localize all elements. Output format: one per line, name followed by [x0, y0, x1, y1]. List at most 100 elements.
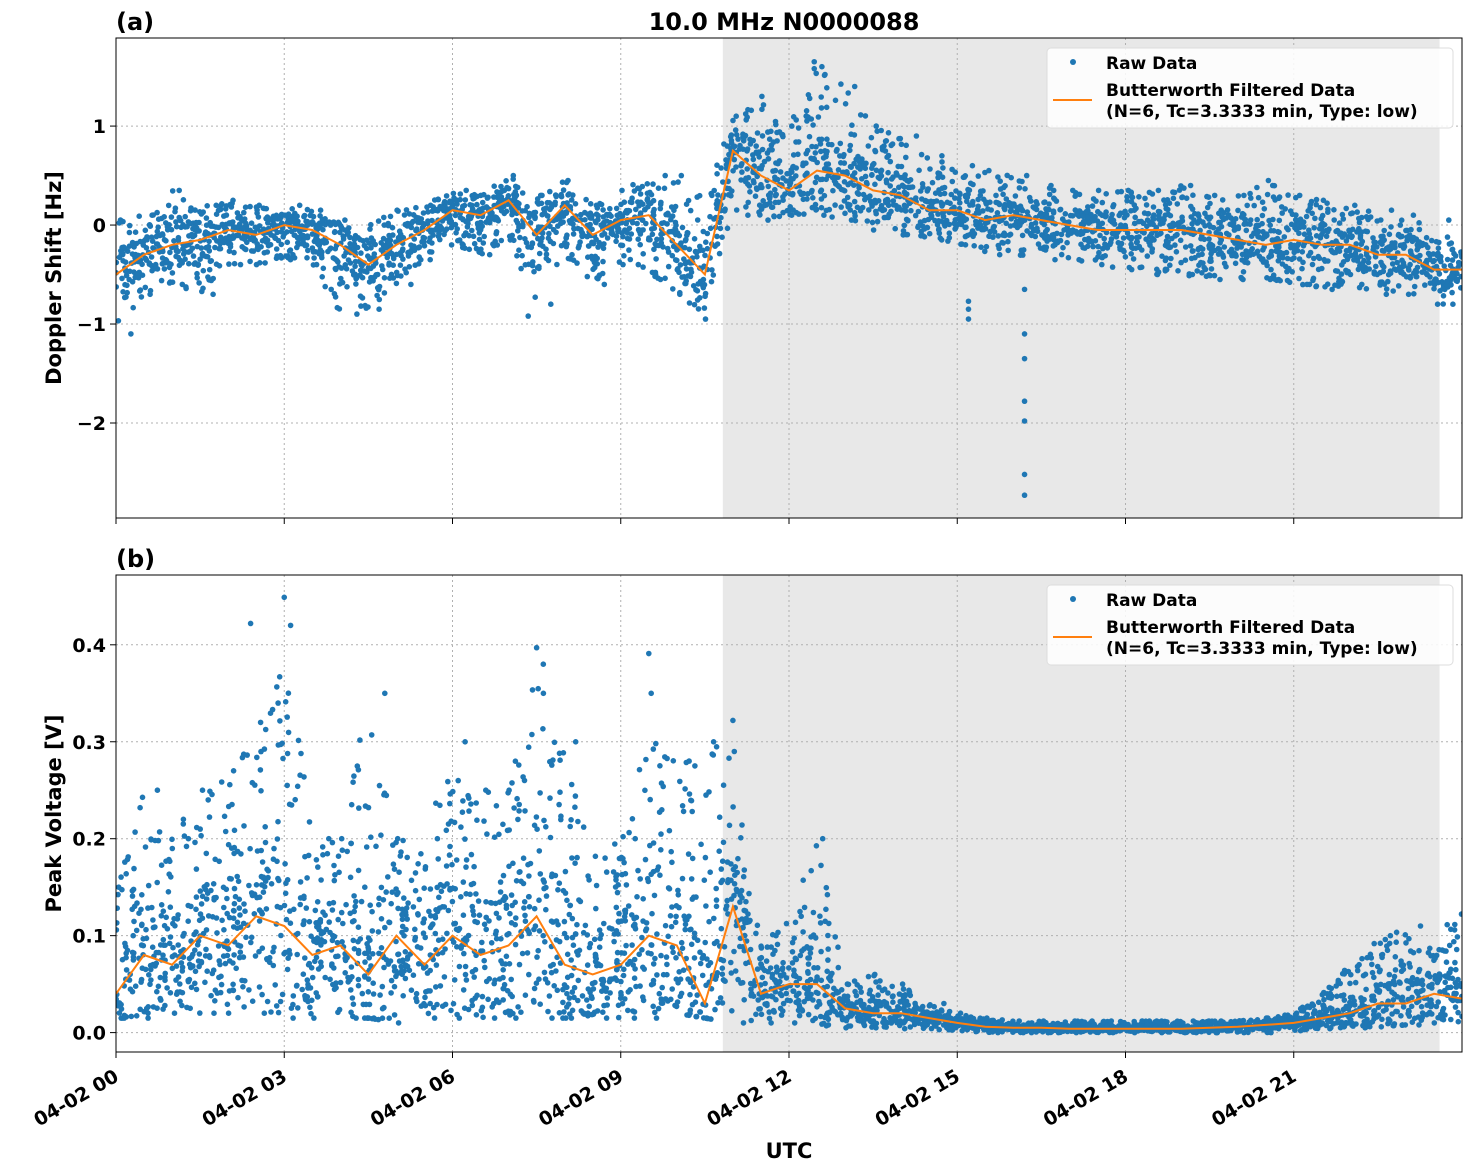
raw-point: [119, 275, 125, 282]
raw-point: [1046, 201, 1052, 207]
raw-point: [550, 961, 556, 968]
raw-point: [967, 202, 973, 208]
raw-point: [1132, 214, 1138, 221]
raw-point: [615, 882, 621, 888]
raw-point: [1379, 247, 1386, 254]
raw-point: [1163, 205, 1169, 212]
raw-point: [200, 930, 207, 937]
raw-point: [1458, 249, 1462, 255]
raw-point: [548, 969, 555, 976]
raw-point: [130, 304, 136, 311]
raw-point: [474, 919, 481, 926]
raw-point: [1436, 271, 1443, 277]
raw-point: [1215, 251, 1222, 257]
raw-point: [936, 170, 943, 177]
raw-point: [1259, 199, 1266, 205]
raw-point: [560, 999, 566, 1006]
raw-point: [883, 199, 889, 206]
raw-point: [1128, 244, 1135, 251]
raw-point: [275, 1009, 282, 1016]
raw-point: [126, 222, 133, 229]
raw-point: [537, 1001, 543, 1007]
raw-point: [1309, 210, 1315, 217]
raw-point: [491, 242, 497, 249]
raw-point: [470, 880, 477, 887]
raw-point: [508, 892, 515, 898]
raw-point: [390, 861, 397, 867]
raw-point: [862, 196, 868, 203]
raw-point: [411, 236, 418, 242]
raw-point: [1051, 196, 1058, 202]
raw-point: [704, 230, 711, 237]
raw-point: [186, 260, 192, 267]
raw-point: [189, 245, 196, 252]
raw-point: [777, 169, 784, 175]
raw-point: [707, 225, 714, 232]
raw-point: [213, 202, 219, 209]
raw-point: [1452, 253, 1459, 259]
raw-point: [547, 834, 554, 841]
raw-point: [383, 244, 389, 250]
raw-point: [447, 800, 453, 807]
raw-point: [1099, 254, 1105, 261]
raw-point: [636, 766, 643, 773]
raw-point: [197, 911, 204, 917]
raw-point: [719, 234, 725, 240]
raw-point: [395, 889, 401, 896]
raw-point: [355, 924, 362, 930]
raw-point: [622, 996, 628, 1002]
raw-point: [425, 988, 432, 994]
raw-point: [342, 970, 349, 976]
raw-point: [472, 995, 479, 1001]
raw-point: [420, 210, 427, 216]
raw-point: [1011, 203, 1018, 209]
raw-point: [197, 256, 203, 263]
raw-point: [676, 232, 683, 239]
raw-point: [391, 983, 398, 990]
raw-point: [237, 924, 244, 930]
raw-point: [444, 930, 450, 937]
raw-point: [818, 94, 824, 100]
raw-point: [622, 907, 628, 914]
raw-point: [122, 259, 129, 266]
raw-point: [1003, 220, 1009, 227]
raw-point: [179, 989, 186, 996]
raw-point: [262, 824, 269, 830]
raw-point: [203, 946, 209, 953]
raw-point: [247, 227, 253, 234]
raw-point: [835, 167, 842, 173]
raw-point: [332, 294, 339, 300]
raw-point: [336, 1006, 343, 1013]
raw-point: [243, 934, 249, 941]
y-axis-label: Doppler Shift [Hz]: [42, 171, 66, 385]
raw-point: [319, 844, 326, 850]
raw-point: [288, 228, 295, 235]
raw-point: [1150, 216, 1157, 222]
raw-point: [940, 165, 946, 171]
raw-point: [393, 938, 399, 945]
raw-point: [1300, 259, 1306, 266]
raw-point: [726, 151, 732, 158]
raw-point: [576, 242, 582, 249]
raw-point: [872, 147, 878, 154]
raw-point: [884, 154, 890, 160]
raw-point: [1201, 264, 1207, 271]
raw-point: [1392, 240, 1398, 246]
raw-point: [165, 202, 172, 209]
raw-point: [459, 809, 466, 815]
raw-point: [218, 779, 225, 785]
raw-point: [462, 971, 469, 978]
raw-point: [349, 995, 356, 1001]
raw-point: [1374, 244, 1380, 250]
raw-point: [304, 222, 310, 228]
raw-point: [658, 952, 664, 959]
raw-point: [845, 90, 851, 96]
raw-point: [173, 219, 179, 225]
raw-point: [543, 255, 550, 262]
raw-point: [173, 991, 180, 997]
raw-point: [540, 690, 547, 697]
raw-point: [921, 217, 928, 224]
raw-point: [1142, 195, 1148, 202]
raw-point: [294, 951, 301, 958]
